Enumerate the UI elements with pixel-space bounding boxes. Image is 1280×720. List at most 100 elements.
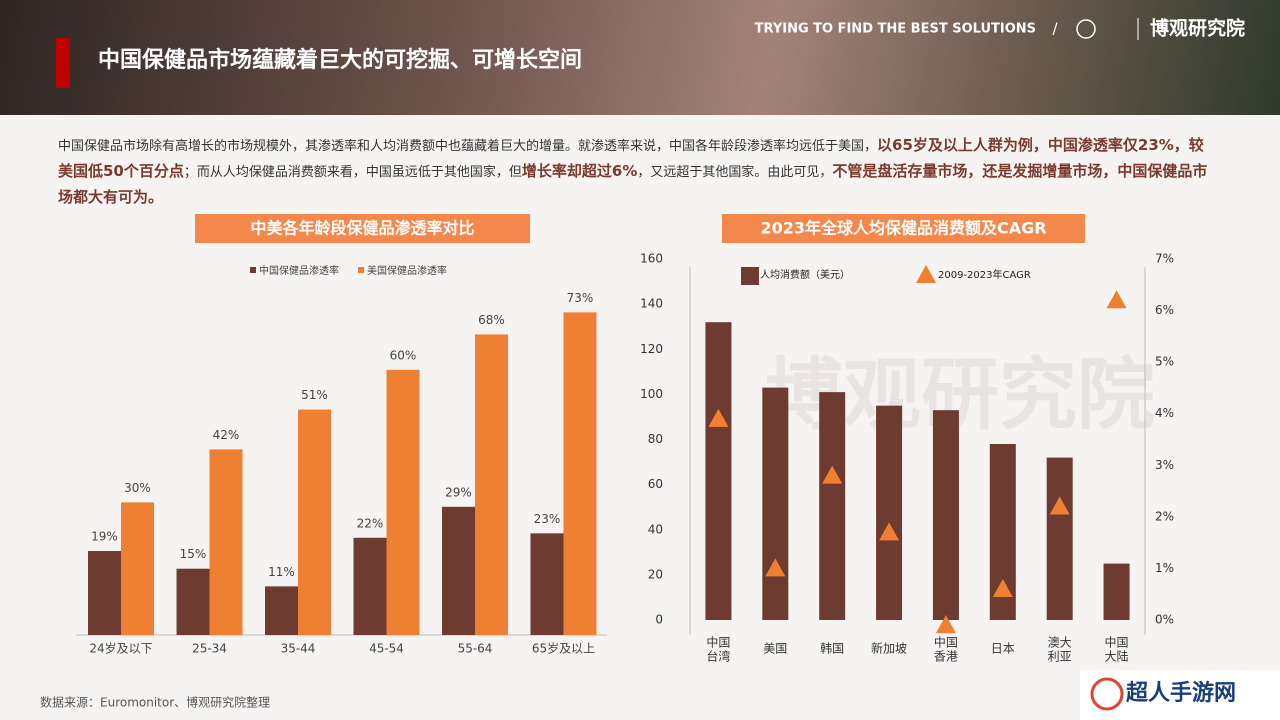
value-label: 42% — [213, 428, 240, 442]
watermark: 超人手游网 — [1126, 680, 1236, 706]
bar — [353, 537, 387, 635]
value-label: 73% — [567, 291, 594, 305]
x-tick-label: 台湾 — [706, 649, 730, 664]
value-label: 29% — [445, 485, 472, 499]
tagline: TRYING TO FIND THE BEST SOLUTIONS — [755, 22, 1036, 37]
value-label: 15% — [180, 547, 207, 561]
value-label: 60% — [390, 348, 417, 362]
watermark-icon — [1090, 677, 1124, 711]
value-label: 51% — [301, 388, 328, 402]
x-tick-label: 中国 — [706, 635, 730, 650]
legend-label: 人均消费额（美元） — [760, 268, 850, 281]
chart-title: 中美各年龄段保健品渗透率对比 — [250, 219, 474, 238]
chart-title-box — [195, 214, 530, 243]
value-label: 23% — [534, 512, 561, 526]
bar — [819, 392, 846, 620]
bar — [209, 449, 243, 635]
source: 数据来源：Euromonitor、博观研究院整理 — [40, 695, 270, 710]
y2-tick-label: 4% — [1155, 406, 1174, 420]
legend-swatch — [250, 267, 256, 273]
legend-swatch — [741, 267, 759, 285]
paragraph-segment: ，又远超于其他国家。由此可见， — [637, 165, 833, 180]
y-tick-label: 120 — [640, 342, 663, 356]
slide-title: 中国保健品市场蕴藏着巨大的可挖掘、可增长空间 — [98, 47, 582, 73]
bar — [705, 322, 732, 620]
legend-swatch — [358, 267, 364, 273]
cagr-marker — [822, 465, 843, 484]
watermark-box — [1080, 670, 1280, 720]
value-label: 22% — [357, 516, 384, 530]
x-tick-label: 新加坡 — [871, 641, 907, 656]
x-tick-label: 中国 — [1105, 635, 1129, 650]
value-label: 11% — [268, 565, 295, 579]
y2-tick-label: 7% — [1155, 252, 1174, 266]
x-tick-label: 35-44 — [281, 642, 316, 656]
y2-tick-label: 2% — [1155, 509, 1174, 523]
x-tick-label: 日本 — [991, 642, 1015, 656]
value-label: 19% — [91, 530, 118, 544]
y-tick-label: 80 — [648, 432, 663, 446]
chart-title: 2023年全球人均保健品消费额及CAGR — [760, 219, 1046, 238]
bar — [121, 502, 154, 635]
y-tick-label: 20 — [648, 567, 663, 581]
x-tick-label: 美国 — [763, 642, 787, 656]
brand: 博观研究院 — [1150, 17, 1245, 40]
y2-tick-label: 5% — [1155, 355, 1174, 369]
cagr-marker — [879, 522, 900, 541]
x-tick-label: 大陆 — [1105, 649, 1129, 664]
legend-label: 美国保健品渗透率 — [367, 264, 447, 277]
bar — [265, 586, 298, 635]
bar — [176, 568, 210, 635]
bar — [563, 312, 597, 635]
y-tick-label: 0 — [655, 613, 663, 627]
bar — [762, 387, 789, 620]
x-tick-label: 澳大 — [1048, 636, 1072, 650]
bar — [475, 334, 508, 635]
y-tick-label: 100 — [640, 387, 663, 401]
paragraph-segment: 增长率却超过6% — [521, 162, 638, 180]
cagr-marker — [992, 579, 1013, 598]
y2-tick-label: 6% — [1155, 303, 1174, 317]
x-tick-label: 香港 — [934, 650, 958, 664]
y2-tick-label: 1% — [1155, 561, 1174, 575]
bar — [386, 369, 420, 635]
legend-label: 2009-2023年CAGR — [938, 268, 1031, 281]
bar — [442, 506, 475, 635]
y2-tick-label: 0% — [1155, 613, 1174, 627]
title-marker — [56, 38, 70, 88]
x-tick-label: 25-34 — [192, 642, 227, 656]
paragraph-segment: ；而从人均保健品消费额来看，中国虽远低于其他国家，但 — [183, 165, 522, 180]
bar — [1046, 457, 1073, 620]
bar — [298, 409, 331, 635]
cagr-marker — [765, 558, 786, 577]
x-tick-label: 55-64 — [458, 642, 493, 656]
paragraph-segment: 中国保健品市场除有高增长的市场规模外，其渗透率和人均消费额中也蕴藏着巨大的增量。… — [58, 139, 878, 154]
bar — [530, 533, 564, 635]
y-tick-label: 160 — [640, 252, 663, 266]
x-tick-label: 65岁及以上 — [532, 641, 595, 656]
y-tick-label: 60 — [648, 477, 663, 491]
intro-paragraph: 中国保健品市场除有高增长的市场规模外，其渗透率和人均消费额中也蕴藏着巨大的增量。… — [58, 133, 1218, 211]
legend-marker — [916, 265, 936, 283]
y2-tick-label: 3% — [1155, 458, 1174, 472]
paragraph-segment: 不管是盘活存量市场，还是发掘增量市场，中国保健品市场都大有可为。 — [58, 162, 1208, 206]
x-tick-label: 24岁及以下 — [89, 641, 152, 656]
value-label: 30% — [124, 481, 151, 495]
chart-title-box — [722, 214, 1085, 243]
value-label: 68% — [478, 313, 505, 327]
bar — [88, 551, 121, 635]
separator: / — [1052, 20, 1058, 38]
legend-label: 中国保健品渗透率 — [259, 264, 339, 277]
logo-icon — [1076, 19, 1096, 39]
cagr-marker — [1106, 290, 1127, 309]
paragraph-segment: 以65岁及以上人群为例，中国渗透率仅23%，较美国低50个百分点 — [58, 136, 1204, 180]
bar — [932, 410, 959, 620]
cagr-marker — [1049, 496, 1070, 515]
y-tick-label: 40 — [648, 522, 663, 536]
y-tick-label: 140 — [640, 297, 663, 311]
bar — [876, 405, 903, 620]
x-tick-label: 中国 — [934, 635, 958, 650]
cagr-marker — [708, 408, 729, 427]
